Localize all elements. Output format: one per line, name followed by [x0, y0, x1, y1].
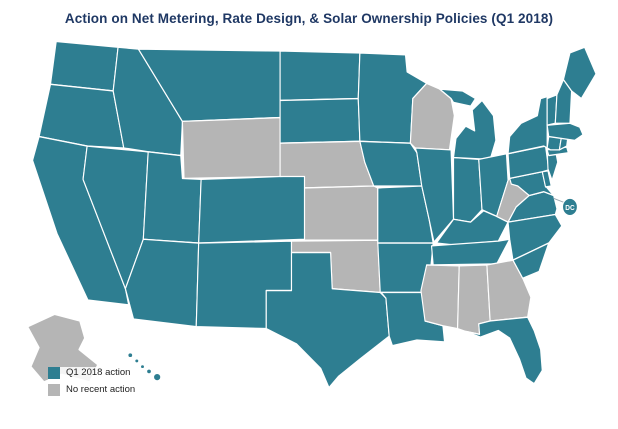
state-co	[198, 174, 306, 244]
state-ms	[420, 264, 460, 330]
state-mi	[439, 88, 497, 161]
legend-label-action: Q1 2018 action	[66, 367, 131, 379]
legend-swatch-action	[48, 367, 60, 379]
state-sc	[512, 242, 550, 279]
state-hi	[127, 352, 162, 382]
legend-item-none: No recent action	[48, 384, 135, 396]
state-or	[38, 83, 125, 149]
us-map-svg: DC	[27, 40, 596, 389]
state-ks	[303, 185, 379, 241]
state-in	[452, 156, 483, 223]
legend: Q1 2018 action No recent action	[48, 367, 136, 396]
state-wy	[181, 116, 281, 180]
legend-item-action: Q1 2018 action	[48, 367, 135, 379]
state-tn	[430, 238, 511, 266]
state-wa	[49, 40, 119, 92]
state-nd	[279, 50, 361, 102]
state-tx	[265, 251, 390, 389]
state-sd	[279, 97, 361, 144]
dc-leader-line	[553, 197, 564, 203]
state-il	[414, 147, 455, 243]
state-dc	[562, 197, 578, 216]
legend-swatch-none	[48, 384, 60, 396]
page-title: Action on Net Metering, Rate Design, & S…	[64, 11, 554, 26]
legend-label-none: No recent action	[66, 384, 136, 396]
state-fl	[465, 316, 543, 385]
state-az	[124, 238, 200, 328]
state-nh	[554, 78, 573, 124]
dc-label: DC	[565, 203, 574, 212]
state-me	[562, 46, 596, 100]
us-map: DC Q1 2018 action No recent action	[22, 32, 596, 398]
